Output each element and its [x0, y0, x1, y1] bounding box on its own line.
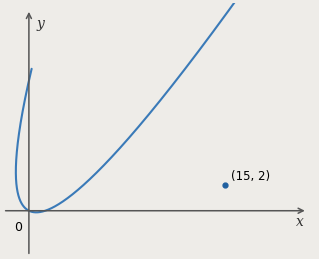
Text: 0: 0: [14, 221, 22, 234]
Text: (15, 2): (15, 2): [231, 170, 271, 183]
Text: x: x: [296, 215, 304, 229]
Text: y: y: [37, 17, 45, 31]
